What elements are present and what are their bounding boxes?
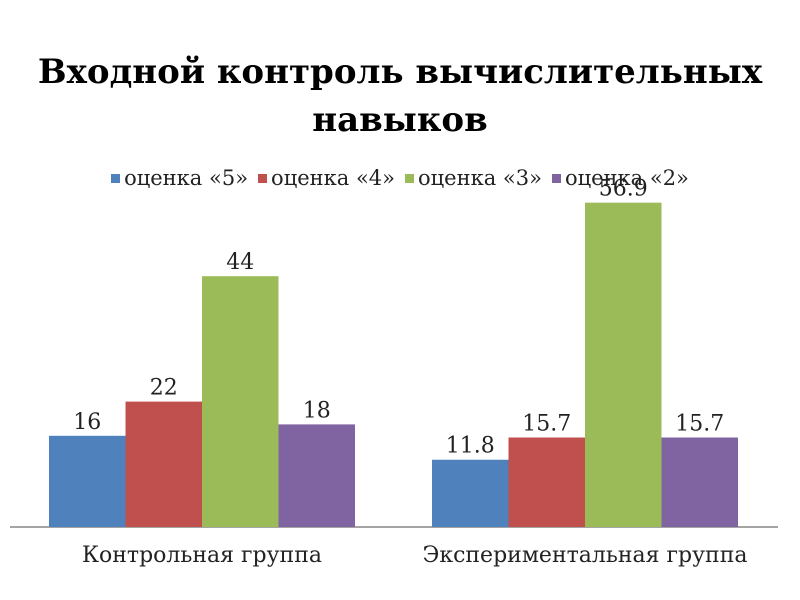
bar-2-1 bbox=[432, 459, 509, 527]
legend-label-3: оценка «3» bbox=[418, 166, 542, 190]
bar-1-4 bbox=[278, 424, 355, 527]
bar-1-2 bbox=[125, 401, 202, 527]
bar-2-3 bbox=[585, 202, 662, 528]
legend-item-2: оценка «4» bbox=[258, 166, 395, 190]
legend-item-3: оценка «3» bbox=[405, 166, 542, 190]
chart-legend: оценка «5» оценка «4» оценка «3» оценка «2» bbox=[0, 166, 800, 190]
legend-swatch-2 bbox=[258, 173, 268, 183]
legend-label-1: оценка «5» bbox=[124, 166, 249, 190]
data-label-1-4: 18 bbox=[303, 398, 331, 423]
chart-title-text-line-1: Входной контроль вычислительных bbox=[37, 52, 763, 92]
data-label-2-3: 56.9 bbox=[599, 177, 648, 202]
legend-item-1: оценка «5» bbox=[111, 166, 248, 190]
category-label-2: Экспериментальная группа bbox=[422, 543, 747, 568]
legend-swatch-4 bbox=[551, 173, 561, 183]
bar-1-1 bbox=[49, 435, 126, 527]
bar-2-2 bbox=[508, 437, 585, 527]
data-label-1-2: 22 bbox=[150, 376, 178, 401]
data-label-2-1: 11.8 bbox=[446, 434, 495, 459]
legend-item-4: оценка «2» bbox=[551, 166, 689, 190]
legend-label-4: оценка «2» bbox=[564, 166, 689, 190]
bar-1-3 bbox=[202, 276, 279, 527]
data-label-1-1: 16 bbox=[73, 410, 101, 435]
data-label-2-2: 15.7 bbox=[522, 412, 571, 437]
data-label-2-4: 15.7 bbox=[675, 412, 724, 437]
legend-swatch-3 bbox=[405, 173, 414, 183]
category-label-1: Контрольная группа bbox=[82, 543, 322, 568]
legend-swatch-1 bbox=[111, 173, 121, 183]
data-label-1-3: 44 bbox=[226, 250, 254, 275]
chart-title: Входной контроль вычислительных навыков bbox=[0, 48, 800, 144]
chart-title-line1: Входной контроль вычислительных навыков bbox=[0, 48, 800, 144]
chart-title-text-line-2: навыков bbox=[312, 100, 488, 140]
bar-2-4 bbox=[661, 437, 738, 527]
legend-label-2: оценка «4» bbox=[271, 166, 395, 190]
